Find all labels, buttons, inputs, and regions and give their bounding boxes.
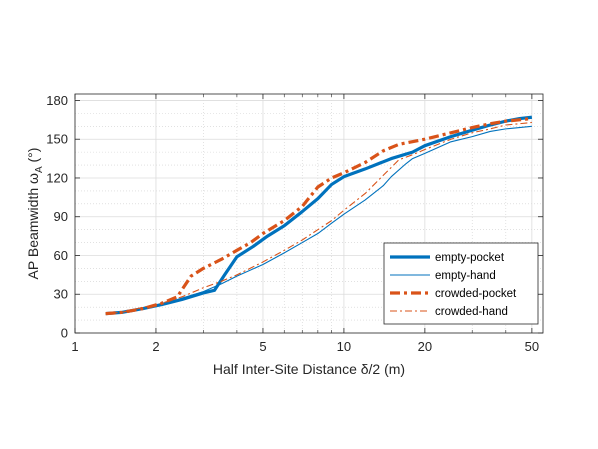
x-tick-label: 50 [525,339,539,354]
x-tick-label: 20 [418,339,432,354]
x-tick-label: 10 [337,339,351,354]
y-tick-label: 180 [46,93,68,108]
y-tick-label: 0 [61,326,68,341]
y-tick-label: 150 [46,132,68,147]
y-tick-label: 30 [54,287,68,302]
series-line-crowded-hand [105,121,532,315]
axis-ticks: 1 2 5 10 20 50 0 30 60 90 120 150 180 [46,93,543,354]
series-layer [105,115,533,316]
minor-grid [75,94,543,333]
x-tick-label: 2 [152,339,159,354]
x-tick-label: 5 [259,339,266,354]
y-tick-label: 90 [54,209,68,224]
y-axis-label: AP Beamwidth ωA (°) [25,148,45,280]
legend-label-empty-hand: empty-hand [435,270,496,282]
series-line-empty-pocket [105,115,533,316]
y-axis-label-unit: (°) [25,148,41,167]
y-tick-label: 60 [54,248,68,263]
legend-label-crowded-pocket: crowded-pocket [435,288,517,300]
series-line-crowded-pocket [105,116,533,316]
legend-label-empty-pocket: empty-pocket [435,252,505,264]
y-axis-label-main: AP Beamwidth ω [25,173,41,279]
x-axis-label: Half Inter-Site Distance δ/2 (m) [213,361,405,377]
y-axis-label-subscript: A [34,166,45,173]
legend-label-crowded-hand: crowded-hand [435,306,508,318]
y-tick-label: 120 [46,170,68,185]
plot-frame [74,93,544,334]
series-line-empty-hand [105,125,532,315]
x-tick-label: 1 [71,339,78,354]
legend: empty-pocket empty-hand crowded-pocket crow… [383,242,539,325]
